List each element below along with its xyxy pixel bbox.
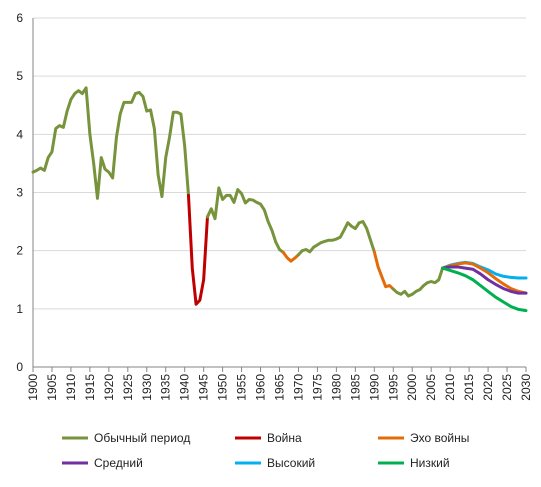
legend-item: Эхо войны xyxy=(378,431,469,445)
series-line-0 xyxy=(31,86,190,200)
x-tick-label: 1925 xyxy=(121,374,135,401)
series-line-9 xyxy=(441,265,528,295)
x-tick-label: 1970 xyxy=(291,374,305,401)
x-tick-label: 1900 xyxy=(26,374,40,401)
x-tick-label: 1905 xyxy=(45,374,59,401)
legend-item: Низкий xyxy=(378,456,450,470)
series-line-8 xyxy=(441,261,528,295)
x-tick-label: 1910 xyxy=(64,374,78,401)
y-tick-label: 4 xyxy=(16,127,23,141)
legend-label: Низкий xyxy=(410,456,450,470)
y-tick-label: 0 xyxy=(16,360,23,374)
x-tick-label: 2005 xyxy=(424,374,438,401)
legend-label: Средний xyxy=(94,456,143,470)
series-line-4 xyxy=(296,220,376,257)
x-tick-label: 1980 xyxy=(329,374,343,401)
y-tick-label: 2 xyxy=(16,244,23,258)
y-tick-label: 6 xyxy=(16,11,23,25)
x-tick-label: 1995 xyxy=(386,374,400,401)
legend-item: Средний xyxy=(62,456,143,470)
legend-label: Высокий xyxy=(267,456,315,470)
legend-item: Война xyxy=(235,431,302,445)
y-tick-label: 1 xyxy=(16,302,23,316)
x-tick-label: 2025 xyxy=(500,374,514,401)
legend-label: Эхо войны xyxy=(410,431,469,445)
x-tick-label: 2000 xyxy=(405,374,419,401)
x-tick-label: 1975 xyxy=(310,374,324,401)
series-line-2 xyxy=(205,186,285,254)
x-tick-label: 1985 xyxy=(348,374,362,401)
x-tick-label: 2030 xyxy=(519,374,533,401)
x-tick-label: 1990 xyxy=(367,374,381,401)
series-lines xyxy=(31,86,528,313)
legend-label: Обычный период xyxy=(94,431,190,445)
x-tick-label: 2010 xyxy=(443,374,457,401)
y-tick-label: 3 xyxy=(16,186,23,200)
x-tick-label: 1945 xyxy=(197,374,211,401)
series-line-3 xyxy=(281,250,300,263)
legend-item: Высокий xyxy=(235,456,315,470)
x-tick-label: 1950 xyxy=(216,374,230,401)
x-tick-label: 1930 xyxy=(140,374,154,401)
x-tick-label: 1935 xyxy=(159,374,173,401)
x-tick-label: 1940 xyxy=(178,374,192,401)
y-axis-tick-labels: 0 1 2 3 4 5 6 xyxy=(16,11,23,374)
legend-label: Война xyxy=(267,431,302,445)
series-line-10 xyxy=(441,266,528,313)
axes xyxy=(32,18,527,372)
x-axis-tick-labels: 1900 1905 1910 1915 1920 1925 1930 1935 1940 1945… xyxy=(26,374,533,401)
y-tick-label: 5 xyxy=(16,69,23,83)
legend-item: Обычный период xyxy=(62,431,190,445)
series-line-5 xyxy=(372,250,395,291)
gridlines xyxy=(33,17,526,310)
x-tick-label: 1965 xyxy=(273,374,287,401)
x-tick-label: 1920 xyxy=(102,374,116,401)
x-tick-label: 1955 xyxy=(235,374,249,401)
x-tick-label: 2020 xyxy=(481,374,495,401)
x-tick-label: 1915 xyxy=(83,374,97,401)
x-tick-label: 2015 xyxy=(462,374,476,401)
x-tick-label: 1960 xyxy=(254,374,268,401)
series-line-1 xyxy=(186,193,209,306)
series-line-6 xyxy=(391,266,445,298)
legend: Обычный период Война Эхо войны Средний Высок… xyxy=(62,431,469,470)
